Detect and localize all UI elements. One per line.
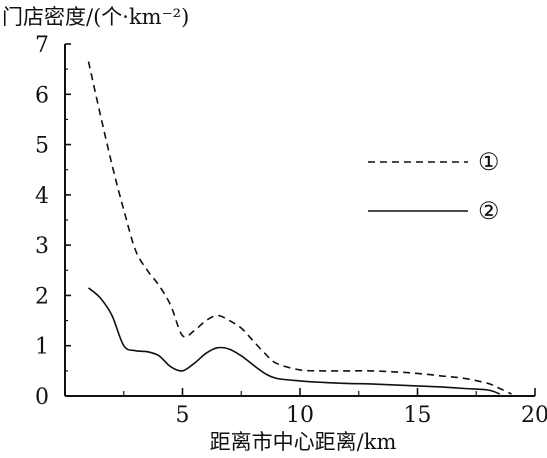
y-tick-label: 3 bbox=[35, 234, 49, 259]
legend-label-2: ② bbox=[478, 197, 500, 225]
legend: ①② bbox=[368, 148, 500, 225]
axes bbox=[64, 44, 535, 397]
y-tick-label: 7 bbox=[35, 33, 49, 58]
series-layer bbox=[87, 61, 512, 395]
legend-label-1: ① bbox=[478, 148, 500, 176]
y-tick-label: 6 bbox=[35, 83, 49, 108]
x-tick-label: 20 bbox=[521, 403, 547, 428]
y-axis-label: 门店密度/(个·km⁻²) bbox=[2, 5, 189, 29]
y-tick-label: 2 bbox=[35, 284, 49, 309]
y-tick-label: 0 bbox=[35, 385, 49, 410]
tick-labels: 0 1 2 3 4 5 6 7 5 10 15 20 bbox=[35, 33, 547, 428]
y-tick-label: 4 bbox=[35, 184, 49, 209]
y-tick-label: 5 bbox=[35, 134, 49, 159]
x-tick-label: 5 bbox=[176, 403, 190, 428]
x-tick-label: 10 bbox=[286, 403, 314, 428]
series-line-2 bbox=[87, 287, 501, 395]
x-tick-label: 15 bbox=[404, 403, 432, 428]
tick-marks bbox=[65, 43, 536, 396]
series-line-1 bbox=[87, 61, 512, 395]
x-axis-label: 距离市中心距离/km bbox=[210, 430, 397, 454]
y-tick-label: 1 bbox=[35, 335, 49, 360]
